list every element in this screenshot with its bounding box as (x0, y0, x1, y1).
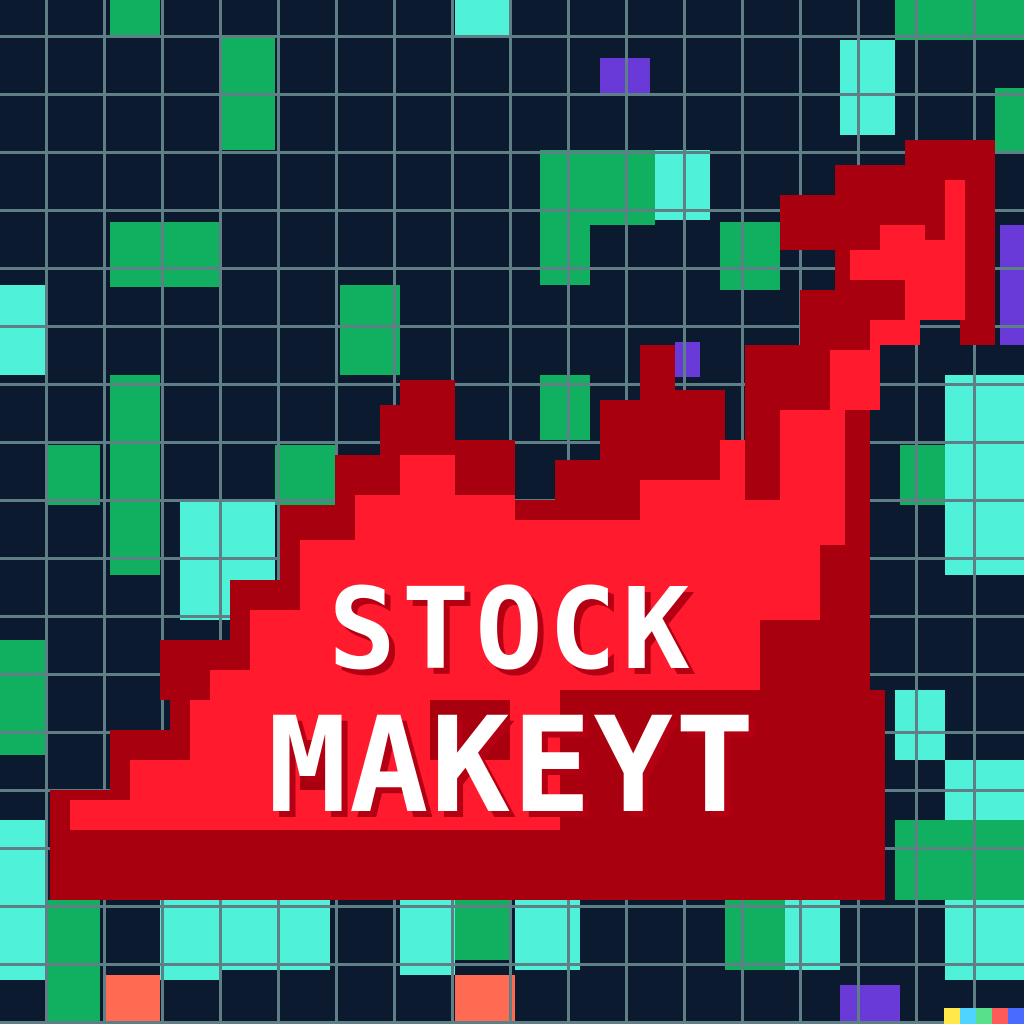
grid-line-horizontal (0, 963, 1024, 966)
grid-line-horizontal (0, 1021, 1024, 1024)
color-swatch (960, 1008, 976, 1024)
chart-area-bright (70, 175, 965, 830)
purple-tile (840, 985, 900, 1024)
color-swatch (992, 1008, 1008, 1024)
chart-shading (160, 140, 975, 790)
teal-tile (455, 0, 510, 35)
green-tile (900, 445, 945, 505)
chart-shade-block (640, 440, 720, 480)
green-tile (995, 88, 1024, 153)
color-swatch (1008, 1008, 1024, 1024)
teal-tile (220, 900, 330, 970)
chart-shade-block (925, 140, 975, 180)
green-tile (220, 35, 275, 150)
chart-shade-block (300, 740, 340, 790)
chart-shade-block (430, 700, 510, 760)
teal-tile (785, 900, 840, 970)
red-rising-chart (50, 140, 995, 900)
color-swatch (976, 1008, 992, 1024)
teal-tile (160, 900, 220, 980)
green-tile (540, 150, 655, 225)
chart-shade-block (780, 195, 840, 245)
teal-tile (895, 690, 945, 760)
green-tile (720, 222, 780, 290)
teal-tile (515, 900, 580, 970)
green-tile (340, 285, 400, 375)
color-swatch (944, 1008, 960, 1024)
green-tile (540, 225, 590, 285)
green-tile (110, 375, 160, 575)
grid-line-vertical (277, 0, 280, 1024)
grid-line-vertical (161, 0, 164, 1024)
grid-line-vertical (219, 0, 222, 1024)
teal-tile (840, 40, 895, 135)
green-tile (110, 0, 160, 35)
grid-line-horizontal (0, 325, 1024, 328)
teal-tile (400, 900, 455, 975)
corner-color-strip (944, 1008, 1024, 1024)
green-tile (895, 820, 1024, 900)
grid-line-vertical (915, 0, 918, 1024)
green-tile (455, 900, 510, 960)
grid-line-horizontal (0, 209, 1024, 212)
grid-line-vertical (103, 0, 106, 1024)
grid-line-horizontal (0, 93, 1024, 96)
grid-line-vertical (45, 0, 48, 1024)
teal-tile (655, 150, 710, 220)
grid-line-horizontal (0, 383, 1024, 386)
teal-tile (0, 285, 45, 375)
grid-line-horizontal (0, 267, 1024, 270)
chart-shade-block (820, 545, 870, 625)
green-tile (45, 900, 100, 1024)
grid-line-horizontal (0, 151, 1024, 154)
teal-tile (0, 820, 45, 900)
purple-tile (675, 342, 700, 377)
green-tile (110, 222, 220, 287)
green-tile (725, 900, 785, 970)
chart-shade-block (160, 640, 210, 700)
teal-tile (945, 900, 1024, 980)
green-tile (275, 445, 335, 505)
grid-line-vertical (973, 0, 976, 1024)
grid-line-horizontal (0, 905, 1024, 908)
green-tile (45, 445, 100, 505)
teal-tile (945, 375, 1024, 575)
grid-line-horizontal (0, 35, 1024, 38)
salmon-tile (105, 975, 160, 1024)
salmon-tile (455, 975, 515, 1024)
green-tile (895, 0, 1024, 40)
green-tile (0, 640, 45, 755)
